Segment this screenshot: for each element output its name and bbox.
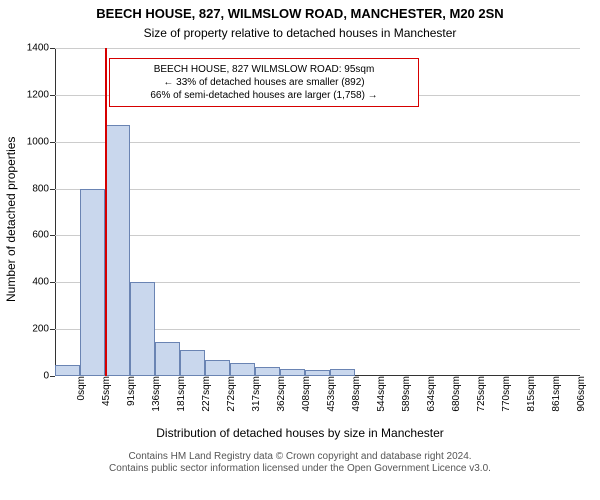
ytick-label: 0 bbox=[43, 371, 55, 382]
xtick-label: 770sqm bbox=[497, 376, 512, 412]
grid-line bbox=[55, 189, 580, 190]
info-line-1: BEECH HOUSE, 827 WILMSLOW ROAD: 95sqm bbox=[118, 63, 410, 76]
xtick-label: 317sqm bbox=[247, 376, 262, 412]
histogram-bar bbox=[55, 365, 80, 376]
histogram-bar bbox=[280, 369, 305, 376]
xtick-label: 136sqm bbox=[147, 376, 162, 412]
histogram-bar bbox=[330, 369, 355, 376]
xtick-label: 906sqm bbox=[572, 376, 587, 412]
ytick-label: 200 bbox=[32, 324, 55, 335]
chart-title: BEECH HOUSE, 827, WILMSLOW ROAD, MANCHES… bbox=[0, 6, 600, 21]
ytick-label: 400 bbox=[32, 277, 55, 288]
xtick-label: 815sqm bbox=[522, 376, 537, 412]
grid-line bbox=[55, 142, 580, 143]
xtick-label: 453sqm bbox=[322, 376, 337, 412]
y-axis-label: Number of detached properties bbox=[4, 137, 18, 302]
xtick-label: 680sqm bbox=[447, 376, 462, 412]
xtick-label: 272sqm bbox=[222, 376, 237, 412]
histogram-bar bbox=[205, 360, 230, 376]
xtick-label: 181sqm bbox=[172, 376, 187, 412]
xtick-label: 861sqm bbox=[547, 376, 562, 412]
x-axis-label: Distribution of detached houses by size … bbox=[0, 426, 600, 440]
grid-line bbox=[55, 235, 580, 236]
footer-line-2: Contains public sector information licen… bbox=[0, 463, 600, 475]
ytick-label: 800 bbox=[32, 183, 55, 194]
xtick-label: 408sqm bbox=[297, 376, 312, 412]
xtick-label: 498sqm bbox=[347, 376, 362, 412]
histogram-bar bbox=[180, 350, 205, 376]
xtick-label: 544sqm bbox=[372, 376, 387, 412]
grid-line bbox=[55, 48, 580, 49]
info-box: BEECH HOUSE, 827 WILMSLOW ROAD: 95sqm ← … bbox=[109, 58, 419, 107]
histogram-bar bbox=[130, 282, 155, 376]
histogram-bar bbox=[155, 342, 180, 376]
property-marker-line bbox=[105, 48, 107, 376]
info-line-2: ← 33% of detached houses are smaller (89… bbox=[118, 76, 410, 89]
histogram-bar bbox=[255, 367, 280, 376]
xtick-label: 227sqm bbox=[197, 376, 212, 412]
xtick-label: 45sqm bbox=[97, 376, 112, 406]
footer-line-1: Contains HM Land Registry data © Crown c… bbox=[0, 451, 600, 463]
ytick-label: 1000 bbox=[27, 136, 55, 147]
chart-subtitle: Size of property relative to detached ho… bbox=[0, 26, 600, 40]
histogram-bar bbox=[80, 189, 105, 376]
xtick-label: 0sqm bbox=[72, 376, 87, 400]
footer: Contains HM Land Registry data © Crown c… bbox=[0, 451, 600, 475]
xtick-label: 634sqm bbox=[422, 376, 437, 412]
histogram-bar bbox=[105, 125, 130, 376]
histogram-bar bbox=[230, 363, 255, 376]
xtick-label: 362sqm bbox=[272, 376, 287, 412]
xtick-label: 91sqm bbox=[122, 376, 137, 406]
ytick-label: 1400 bbox=[27, 43, 55, 54]
info-line-3: 66% of semi-detached houses are larger (… bbox=[118, 89, 410, 102]
xtick-label: 725sqm bbox=[472, 376, 487, 412]
y-axis bbox=[55, 48, 56, 376]
ytick-label: 600 bbox=[32, 230, 55, 241]
ytick-label: 1200 bbox=[27, 89, 55, 100]
xtick-label: 589sqm bbox=[397, 376, 412, 412]
